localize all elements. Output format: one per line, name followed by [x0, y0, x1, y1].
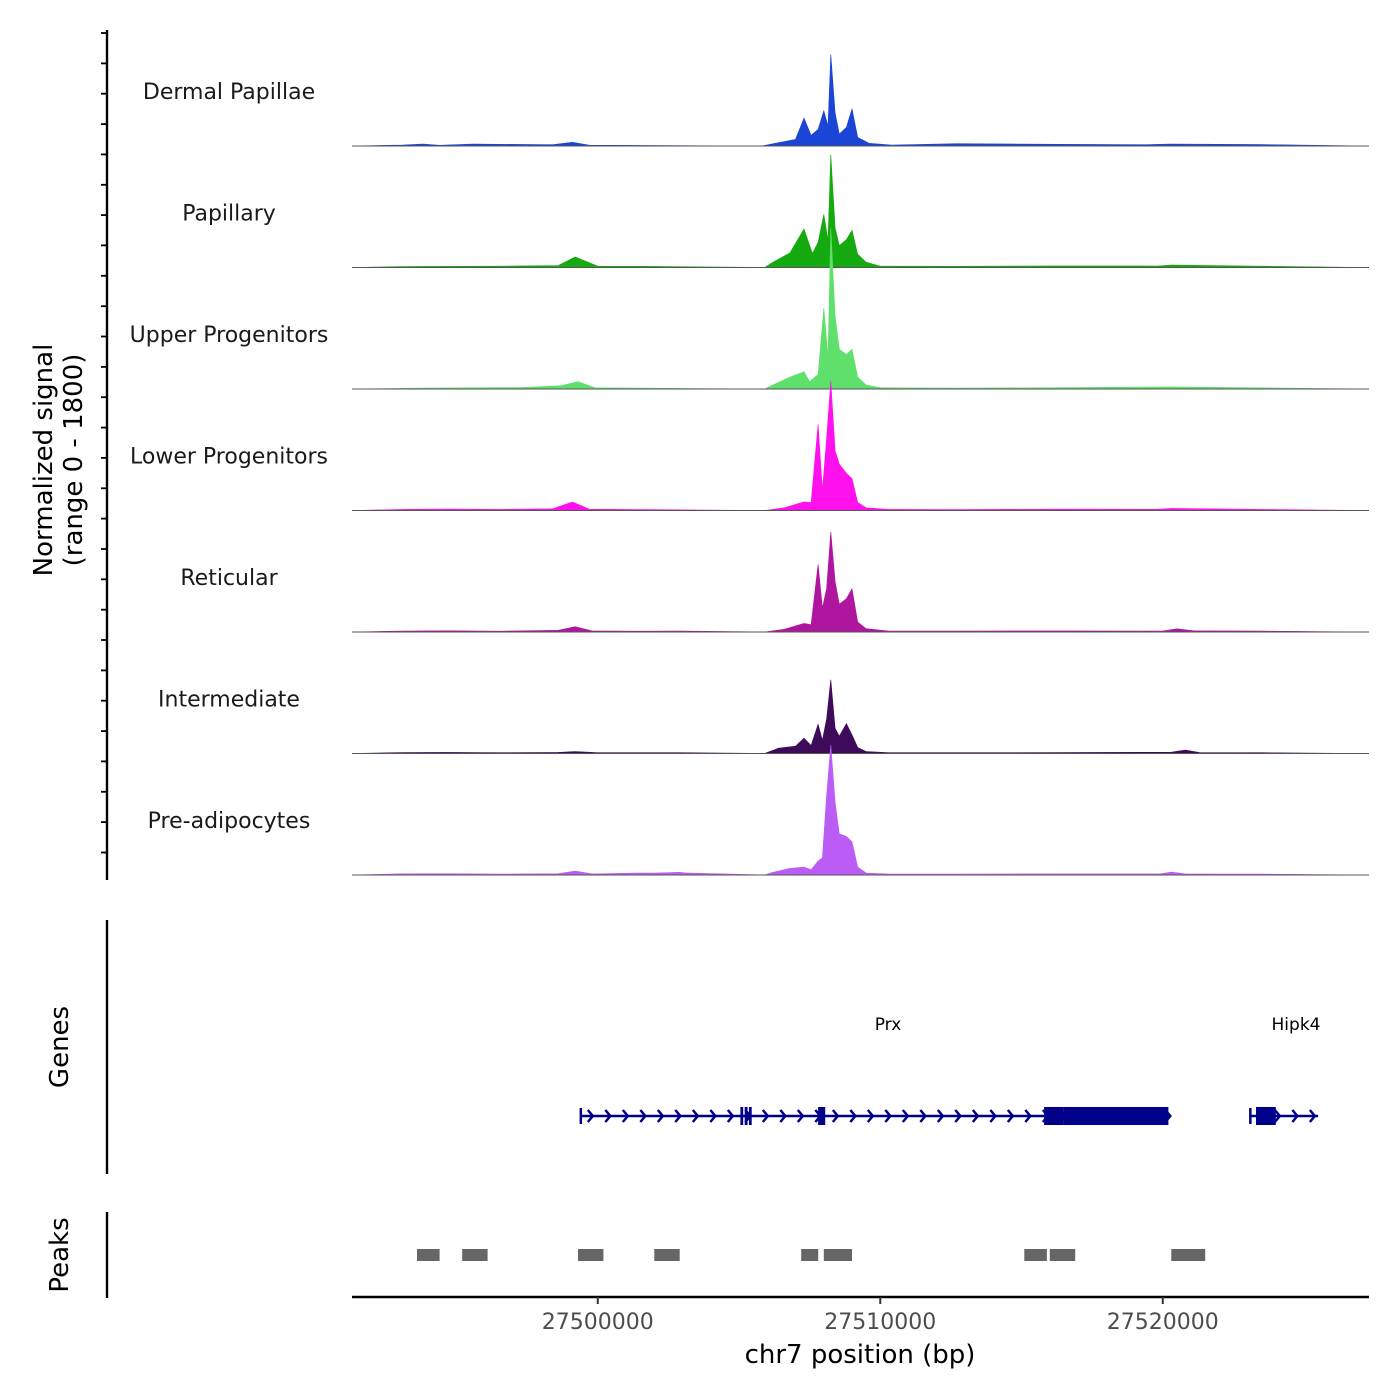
- strand-arrow: [954, 1109, 962, 1123]
- exon: [748, 1107, 752, 1125]
- strand-arrow: [586, 1109, 595, 1123]
- track-label: Pre-adipocytes: [148, 809, 311, 834]
- coverage-area: [351, 380, 1370, 511]
- coverage-area: [351, 744, 1370, 876]
- track-reticular: Reticular: [180, 531, 1370, 633]
- track-label: Dermal Papillae: [143, 80, 315, 105]
- track-label: Reticular: [180, 566, 278, 591]
- track-label: Intermediate: [158, 688, 300, 713]
- peak-region: [823, 1249, 852, 1261]
- track-upper-progenitors: Upper Progenitors: [130, 227, 1370, 390]
- peaks-track-label: Peaks: [45, 1217, 75, 1292]
- x-tick-label: 27500000: [542, 1310, 654, 1335]
- strand-arrow: [971, 1109, 980, 1123]
- coverage-area: [351, 154, 1370, 268]
- exon: [818, 1107, 826, 1125]
- strand-arrow: [1308, 1109, 1317, 1123]
- genes-track: Genes Prx Hipk4: [45, 920, 1320, 1174]
- strand-arrow: [831, 1109, 840, 1123]
- track-papillary: Papillary: [182, 154, 1370, 268]
- strand-arrow: [621, 1109, 630, 1123]
- x-axis: 27500000 27510000 27520000: [352, 1295, 1369, 1335]
- track-dermal-papillae: Dermal Papillae: [143, 54, 1370, 147]
- peak-region: [654, 1249, 680, 1261]
- signal-y-axis: [101, 30, 109, 880]
- gene-label: Prx: [875, 1015, 902, 1035]
- strand-arrow: [639, 1109, 647, 1123]
- genes-track-label: Genes: [45, 1006, 75, 1088]
- track-label: Papillary: [182, 202, 276, 227]
- exon: [744, 1107, 748, 1125]
- peak-region: [578, 1249, 604, 1261]
- coverage-area: [351, 54, 1370, 147]
- strand-arrow: [691, 1109, 700, 1123]
- strand-arrow: [709, 1109, 717, 1123]
- track-pre-adipocytes: Pre-adipocytes: [148, 744, 1370, 876]
- coverage-area: [351, 531, 1370, 633]
- strand-arrow: [796, 1109, 805, 1123]
- x-tick-label: 27520000: [1107, 1310, 1219, 1335]
- peak-region: [1171, 1249, 1206, 1261]
- strand-arrow: [656, 1109, 665, 1123]
- x-tick-label: 27510000: [824, 1310, 936, 1335]
- strand-arrow: [919, 1109, 927, 1123]
- strand-arrow: [726, 1109, 735, 1123]
- coverage-area: [351, 679, 1370, 754]
- track-intermediate: Intermediate: [158, 679, 1370, 754]
- exon: [1256, 1107, 1276, 1125]
- y-axis-title: Normalized signal: [29, 344, 59, 577]
- strand-arrow: [989, 1109, 997, 1123]
- gene-label: Hipk4: [1272, 1015, 1321, 1035]
- peak-region: [462, 1249, 488, 1261]
- gene-prx: Prx: [579, 1015, 1172, 1125]
- strand-arrow: [849, 1109, 857, 1123]
- coverage-area: [351, 227, 1370, 390]
- strand-arrow: [761, 1109, 770, 1123]
- track-label: Upper Progenitors: [130, 323, 329, 348]
- strand-arrow: [779, 1109, 787, 1123]
- exon: [1044, 1107, 1064, 1125]
- strand-arrow: [1273, 1109, 1282, 1123]
- peak-region: [417, 1249, 440, 1261]
- strand-arrow: [1024, 1109, 1032, 1123]
- strand-arrow: [604, 1109, 612, 1123]
- exon: [1063, 1107, 1169, 1125]
- strand-arrow: [866, 1109, 875, 1123]
- strand-arrow: [674, 1109, 682, 1123]
- strand-arrow: [1006, 1109, 1015, 1123]
- strand-arrow: [936, 1109, 945, 1123]
- peak-region: [801, 1249, 819, 1261]
- strand-arrow: [901, 1109, 910, 1123]
- peak-region: [1049, 1249, 1076, 1261]
- y-axis-range-label: (range 0 - 1800): [59, 354, 89, 567]
- gene-hipk4: Hipk4: [1249, 1015, 1321, 1125]
- strand-arrow: [884, 1109, 892, 1123]
- track-lower-progenitors: Lower Progenitors: [130, 380, 1370, 511]
- exon: [740, 1107, 744, 1125]
- coverage-tracks: Dermal Papillae Papillary Upper Progenitor…: [130, 54, 1370, 876]
- peaks-track: Peaks: [45, 1212, 1206, 1298]
- x-axis-title: chr7 position (bp): [745, 1340, 976, 1370]
- strand-arrow: [1291, 1109, 1299, 1123]
- peak-region: [1024, 1249, 1047, 1261]
- track-label: Lower Progenitors: [130, 445, 328, 470]
